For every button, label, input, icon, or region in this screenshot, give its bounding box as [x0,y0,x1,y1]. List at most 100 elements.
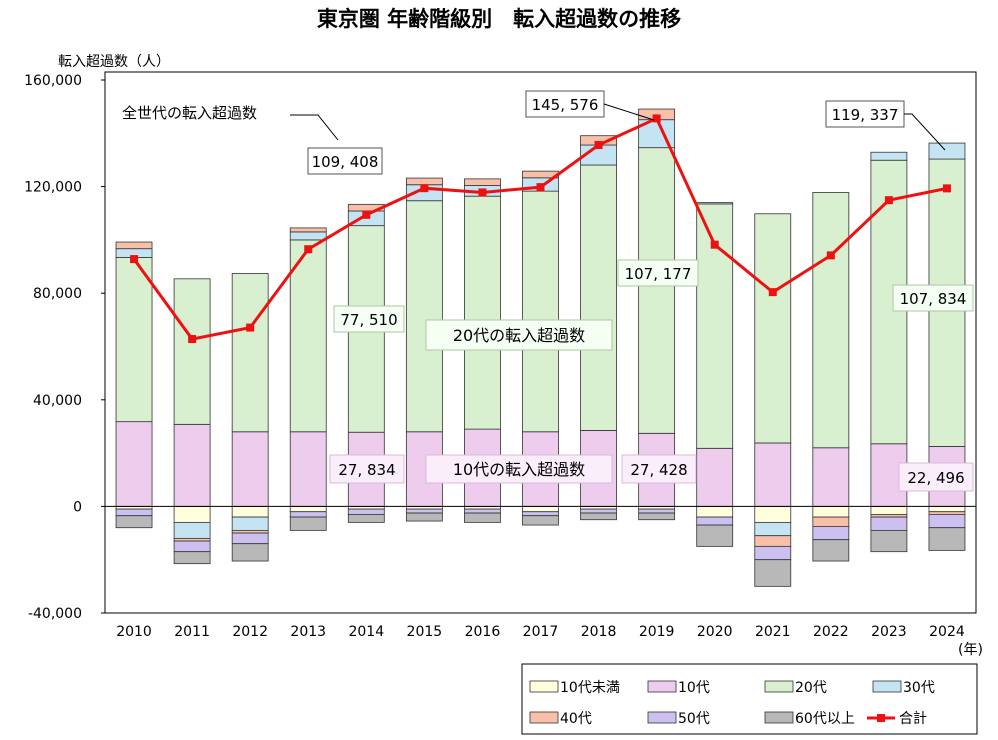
x-tick-label: 2015 [407,624,443,640]
total-point [884,196,893,205]
x-tick-label: 2019 [639,624,675,640]
x-tick-label: 2010 [116,624,152,640]
bar-segment [347,513,385,523]
x-axis: 2010 2011 2012 2013 2014 2015 2016 2017 2018 2019… [116,624,965,640]
twenties-callout-box [425,319,613,351]
legend-swatch [529,711,559,724]
bar-segment [754,559,792,587]
x-tick-label: 2014 [348,624,384,640]
bar-segment [405,512,443,522]
total-2014-label: 109, 408 [312,153,379,171]
bar-segment [580,164,617,431]
total-callout-leader [290,114,339,141]
bar-segment [754,505,792,523]
teens-2024-box [898,462,974,492]
legend-swatch [872,680,902,693]
bar-segment [754,535,792,547]
annotations: 全世代の転入超過数 109, 408 145, 576 119, 337 77,… [122,90,974,492]
total-2024-label: 119, 337 [832,106,899,124]
total-point [188,335,197,344]
bar-segment [522,505,559,513]
bar-segment [115,241,153,250]
bar-segment [289,227,327,233]
bar-segment [231,505,269,518]
total-callout-label: 全世代の転入超過数 [122,104,257,122]
bar-segment [870,516,908,531]
twenties-callout-label: 20代の転入超過数 [453,326,585,345]
legend-swatch [764,711,794,724]
bar-segment [231,431,269,507]
bar-segment [115,515,153,529]
bar-segment [115,257,153,423]
bar-segment [115,508,153,517]
bar-segment [928,505,966,513]
bar-segment [405,177,443,186]
total-point [246,323,255,332]
total-point [478,188,487,197]
bar-segment [522,511,559,517]
x-tick-label: 2018 [581,624,617,640]
y-tick-label: 80,000 [33,286,82,302]
x-tick-label: 2017 [523,624,559,640]
x-tick-label: 2011 [174,624,210,640]
bar-segment [928,142,966,160]
bar-segment [928,527,966,551]
legend-label: 40代 [560,711,592,727]
bar-segment [754,442,792,507]
total-point [304,245,313,254]
x-tick-label: 2024 [929,624,965,640]
y-tick-label: -40,000 [28,606,82,622]
teens-2014-box [329,454,405,484]
y-tick-label: 120,000 [24,180,82,196]
twenties-2019-label: 107, 177 [625,265,692,283]
bar-segment [405,508,443,514]
teens-callout-box [425,454,613,484]
bar-segment [289,231,327,241]
total-point [652,114,661,123]
teens-2019-label: 27, 428 [630,461,687,479]
total-point [710,240,719,249]
legend-swatch [764,680,794,693]
bar-segment [522,515,559,526]
bar-segment [289,239,327,433]
bar-segment [696,447,734,507]
bar-segment [464,508,501,514]
bars [115,108,966,587]
twenties-2024-label: 107, 834 [900,290,967,308]
legend-items: 10代未満 10代 20代 30代 40代 50代 60代以上 合計 [529,680,935,727]
x-tick-label: 2022 [813,624,849,640]
legend-label: 10代未満 [560,680,620,696]
bar-segment [696,516,734,526]
bar-segment [173,521,211,539]
bar-segment [173,551,211,565]
bar-segment [754,545,792,561]
x-tick-label: 2020 [697,624,733,640]
legend-label: 合計 [899,711,927,727]
twenties-2014-label: 77, 510 [340,311,397,329]
teens-2014-label: 27, 834 [338,461,395,479]
bar-segment [231,543,269,562]
legend-swatch [647,680,677,693]
bar-segment [870,151,908,161]
x-tick-label: 2013 [290,624,326,640]
bar-segment [580,512,617,521]
bar-segment [754,521,792,537]
bar-segment [696,524,734,547]
twenties-2024-box [892,284,974,312]
x-tick-label: 2012 [232,624,268,640]
x-tick-label: 2023 [871,624,907,640]
bar-segment [696,203,734,449]
y-axis-label: 転入超過数（人） [58,54,170,70]
total-2019-label: 145, 576 [532,96,599,114]
bar-segment [173,505,211,523]
y-axis: 160,000 120,000 80,000 40,000 0 -40,000 [24,73,105,622]
total-point [420,184,429,193]
bar-segment [812,505,850,518]
legend-label: 10代 [678,680,710,696]
bar-segment [464,178,501,186]
bar-segment [289,431,327,507]
total-point [768,288,777,297]
x-axis-unit: (年) [958,642,983,658]
bar-segment [464,512,501,523]
